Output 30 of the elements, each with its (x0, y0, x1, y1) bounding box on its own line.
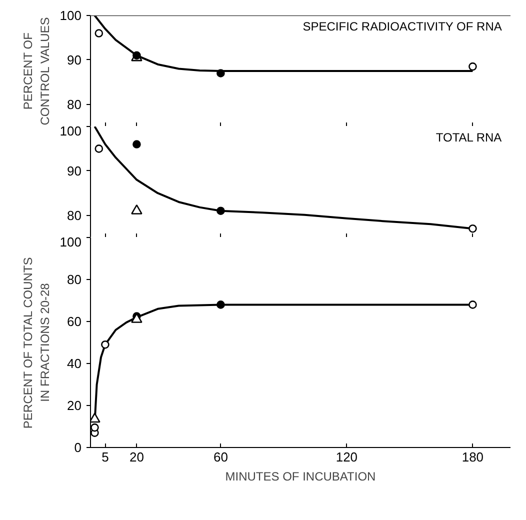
annotation: SPECIFIC RADIOACTIVITY OF RNA (302, 20, 502, 34)
point (101, 340, 110, 349)
y-tick-label: 100 (60, 8, 82, 23)
y-tick-label: 90 (67, 52, 82, 68)
x-tick-label: 180 (462, 450, 484, 464)
point (468, 62, 477, 71)
x-axis-title: MINUTES OF INCUBATION (225, 470, 376, 484)
x-tick-label: 120 (336, 450, 358, 464)
y-tick-label: 0 (74, 440, 82, 455)
y-axis-title: PERCENT OF TOTAL COUNTS IN FRACTIONS 20-28 (21, 257, 52, 429)
y-tick-label: 60 (67, 314, 82, 329)
point (216, 300, 225, 309)
y-axis-title: PERCENT OF CONTROL VALUES (21, 17, 52, 126)
x-tick-label: 5 (102, 450, 109, 464)
y-tick-label: 20 (67, 398, 82, 413)
point (90, 412, 100, 423)
y-tick-label: 80 (67, 96, 82, 112)
y-tick-label: 80 (67, 208, 82, 223)
annotation: TOTAL RNA (436, 130, 502, 145)
y-tick-label: 40 (67, 356, 82, 371)
point (216, 69, 225, 78)
y-tick-label: 80 (67, 272, 82, 287)
y-tick-label: 90 (67, 163, 82, 178)
x-tick-label: 60 (213, 450, 228, 464)
point (94, 29, 104, 38)
point (468, 300, 477, 309)
y-tick-label: 100 (60, 124, 82, 138)
point (90, 423, 99, 432)
x-tick-label: 20 (129, 450, 144, 464)
y-tick-label: 100 (60, 234, 82, 250)
